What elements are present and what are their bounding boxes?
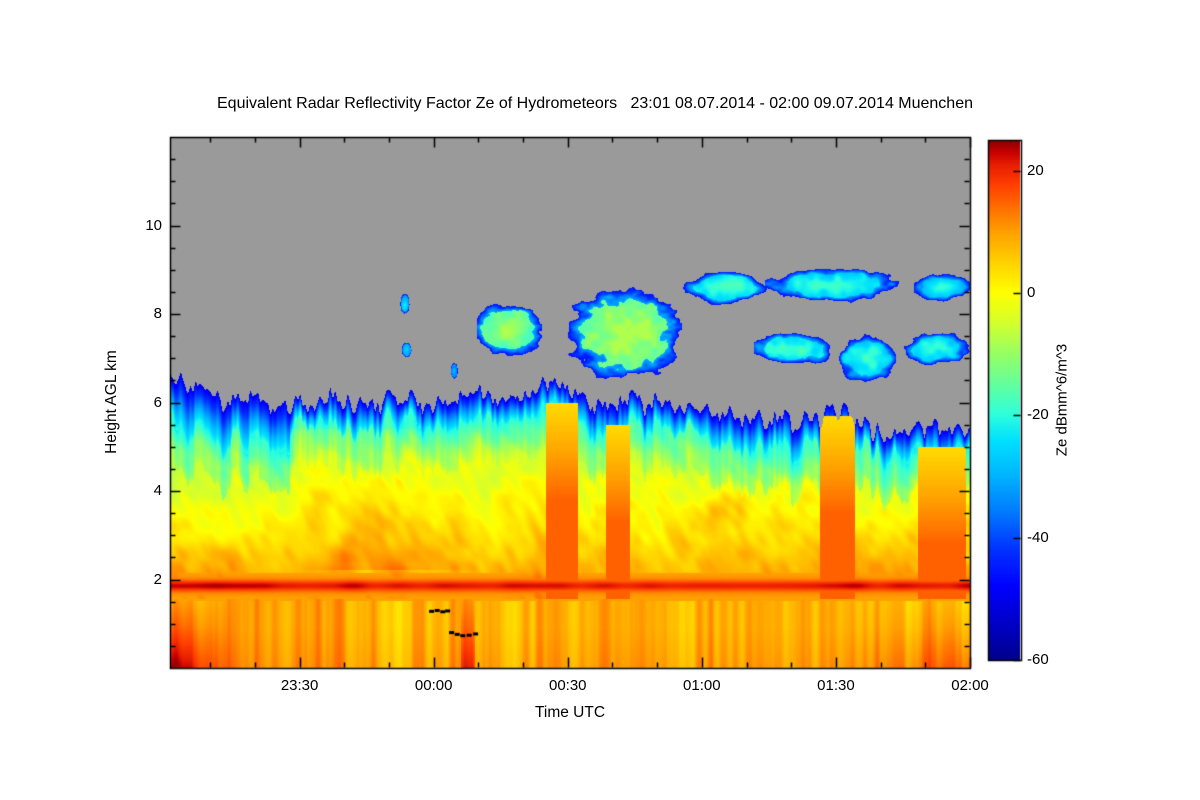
x-tick-label: 00:00 [414, 677, 453, 694]
y-tick-label: 2 [153, 570, 162, 588]
colorbar-tick-label: -40 [1027, 528, 1049, 546]
x-tick-label: 00:30 [548, 677, 587, 694]
y-tick-label: 6 [153, 393, 162, 411]
x-tick-label: 01:00 [683, 677, 721, 694]
colorbar-tick-label: -20 [1027, 406, 1049, 424]
y-tick-label: 4 [153, 482, 162, 499]
x-tick-label: 01:30 [817, 677, 855, 694]
y-tick-label: 8 [153, 305, 162, 322]
x-tick-label: 02:00 [951, 677, 989, 694]
x-axis-label: Time UTC [534, 704, 606, 721]
colorbar-tick-label: 20 [1027, 161, 1044, 179]
plot-title: Equivalent Radar Reflectivity Factor Ze … [217, 95, 973, 112]
colorbar-tick-label: 0 [1027, 283, 1036, 301]
x-tick-label: 23:30 [280, 677, 319, 694]
colorbar-tick-label: -60 [1027, 651, 1049, 668]
y-tick-label: 10 [145, 216, 162, 234]
colorbar-label: Ze dBmm^6/m^3 [1053, 343, 1071, 457]
